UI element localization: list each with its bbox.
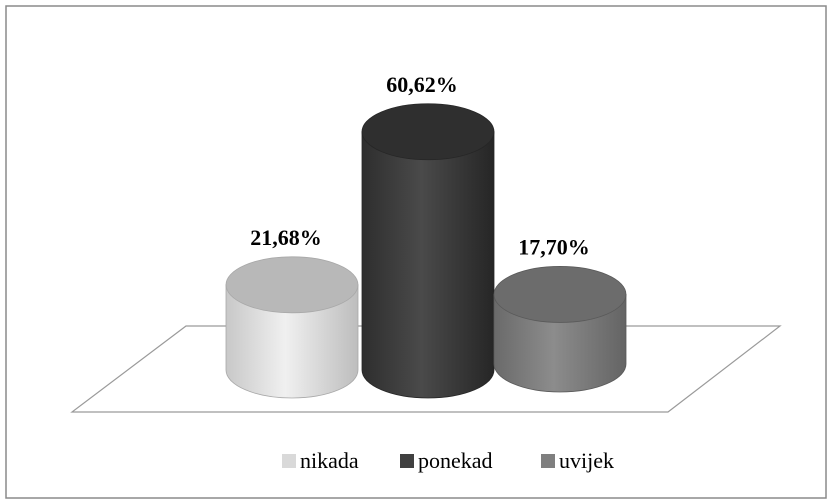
bar-top [361, 103, 495, 161]
bar-uvijek [493, 266, 627, 393]
legend-swatch [400, 454, 414, 468]
legend: nikada ponekad uvijek [282, 448, 614, 473]
legend-label: nikada [300, 448, 359, 473]
bar-body [361, 131, 495, 399]
legend-swatch [282, 454, 296, 468]
bar-top [225, 256, 359, 314]
bars-group [225, 103, 627, 399]
data-label: 60,62% [386, 72, 458, 97]
data-label: 21,68% [250, 225, 322, 250]
bar-nikada [225, 256, 359, 399]
data-label: 17,70% [518, 234, 590, 259]
legend-item-ponekad: ponekad [400, 448, 493, 473]
legend-label: uvijek [559, 448, 614, 473]
bar-ponekad [361, 103, 495, 399]
bar-top [493, 266, 627, 323]
bar-body [225, 284, 359, 399]
legend-label: ponekad [418, 448, 493, 473]
legend-item-uvijek: uvijek [541, 448, 614, 473]
legend-swatch [541, 454, 555, 468]
legend-item-nikada: nikada [282, 448, 359, 473]
value-labels-group: 21,68% 60,62% 17,70% [250, 72, 590, 260]
